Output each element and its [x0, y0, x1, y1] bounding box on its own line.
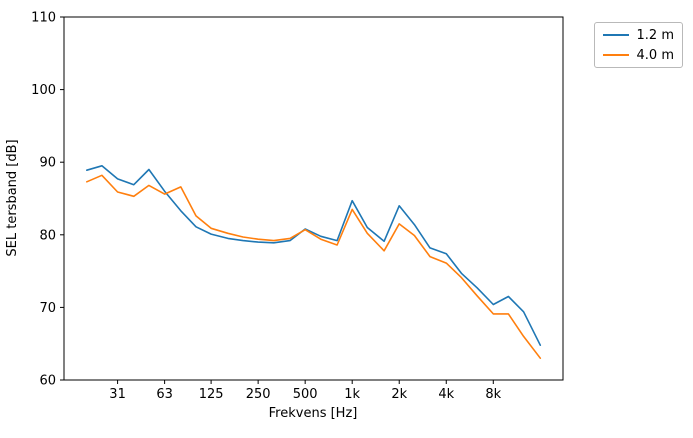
- y-tick-label: 80: [39, 228, 56, 243]
- x-tick-label: 31: [109, 387, 126, 402]
- legend-line-swatch-4-0m: [603, 54, 629, 56]
- x-tick-label: 2k: [391, 387, 407, 402]
- legend-label-4-0m: 4.0 m: [636, 47, 674, 63]
- x-tick-label: 250: [246, 387, 271, 402]
- data-series: [86, 165, 542, 360]
- legend-label-1-2m: 1.2 m: [636, 27, 674, 43]
- x-tick-label: 1k: [344, 387, 360, 402]
- x-tick-label: 125: [199, 387, 224, 402]
- x-tick-label: 8k: [485, 387, 501, 402]
- y-tick-label: 60: [39, 374, 56, 389]
- y-tick-label: 70: [39, 301, 56, 316]
- y-axis-label: SEL tersband [dB]: [5, 139, 20, 256]
- x-tick-label: 500: [293, 387, 318, 402]
- legend-item-4-0m: 4.0 m: [603, 48, 674, 63]
- x-axis-ticks: 31 63 125 250 500 1k 2k 4k 8k: [109, 380, 502, 402]
- x-axis-label: Frekvens [Hz]: [269, 406, 358, 421]
- x-tick-label: 63: [156, 387, 173, 402]
- series-line-4-0-m: [86, 174, 542, 360]
- plot-frame: [63, 16, 564, 381]
- y-axis-ticks: 60 70 80 90 100 110: [31, 11, 64, 389]
- x-tick-label: 4k: [438, 387, 454, 402]
- series-line-1-2-m: [86, 165, 542, 347]
- y-tick-label: 100: [31, 83, 56, 98]
- y-tick-label: 90: [39, 156, 56, 171]
- legend-line-swatch-1-2m: [603, 34, 629, 36]
- y-tick-label: 110: [31, 11, 56, 26]
- legend-item-1-2m: 1.2 m: [603, 28, 674, 43]
- legend: 1.2 m 4.0 m: [594, 22, 683, 68]
